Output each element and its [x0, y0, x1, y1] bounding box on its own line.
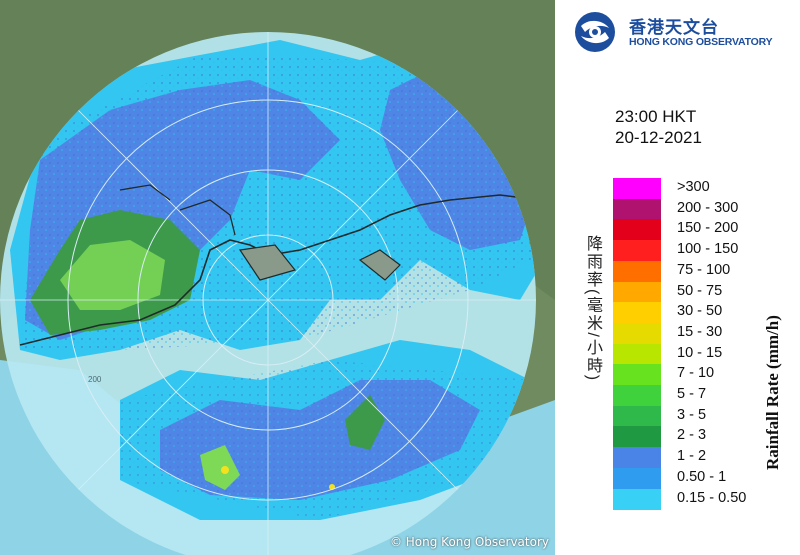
legend-swatch [613, 488, 661, 510]
legend-label: 10 - 15 [677, 344, 723, 361]
legend-sidebar: 香港天文台 HONG KONG OBSERVATORY 23:00 HKT 20… [555, 0, 800, 555]
legend-swatch [613, 343, 661, 365]
unit-label-english: Rainfall Rate (mm/h) [763, 315, 782, 470]
legend-label: 7 - 10 [677, 365, 715, 382]
legend-label: 0.15 - 0.50 [677, 489, 747, 506]
legend-label: 2 - 3 [677, 427, 707, 444]
coastline-north [119, 184, 236, 236]
legend-swatch [613, 364, 661, 386]
radar-map-panel: 200 © Hong Kong Observatory [0, 0, 555, 555]
legend-label: 200 - 300 [677, 199, 739, 216]
legend-swatch [613, 198, 661, 220]
legend-label: 50 - 75 [677, 282, 723, 299]
legend-label: 100 - 150 [677, 241, 739, 258]
legend-label: >300 [677, 179, 710, 195]
unit-label-chinese: 降雨率(毫米/小時) [584, 235, 601, 383]
legend-swatch [613, 405, 661, 427]
legend-label: 3 - 5 [677, 406, 707, 423]
legend-swatch [613, 302, 661, 324]
legend-swatch [613, 385, 661, 407]
legend-label: 5 - 7 [677, 386, 707, 402]
observatory-emblem-icon [575, 12, 615, 52]
coastline-islands [238, 244, 401, 281]
legend-swatch [613, 281, 661, 303]
logo-chinese-name: 香港天文台 [629, 18, 719, 37]
legend-swatch [613, 240, 661, 262]
timestamp: 23:00 HKT 20-12-2021 [615, 106, 702, 148]
range-ring-label: 200 [88, 375, 102, 384]
legend-swatch [613, 447, 661, 469]
legend-label: 0.50 - 1 [677, 468, 727, 485]
logo-english-name: HONG KONG OBSERVATORY [629, 36, 773, 48]
radar-map: 200 [0, 0, 555, 555]
legend-swatch [613, 426, 661, 448]
copyright-notice: © Hong Kong Observatory [389, 535, 549, 549]
legend-label: 75 - 100 [677, 261, 731, 278]
legend-swatch [613, 178, 661, 200]
timestamp-date: 20-12-2021 [615, 128, 702, 147]
legend-label: 1 - 2 [677, 448, 707, 465]
timestamp-time: 23:00 HKT [615, 107, 697, 126]
rain-moderate-southwest [200, 445, 240, 490]
legend-label: 150 - 200 [677, 220, 739, 237]
rain-spot-yellow [221, 466, 229, 474]
legend-label: 30 - 50 [677, 303, 723, 320]
rain-heavier-west [60, 240, 165, 310]
legend-swatch [613, 322, 661, 345]
legend-swatch [613, 260, 661, 282]
legend-swatch [613, 467, 661, 489]
rain-moderate-south [345, 395, 385, 450]
legend-swatch [613, 219, 661, 241]
legend-label: 15 - 30 [677, 323, 723, 340]
observatory-logo: 香港天文台 HONG KONG OBSERVATORY [571, 10, 800, 54]
